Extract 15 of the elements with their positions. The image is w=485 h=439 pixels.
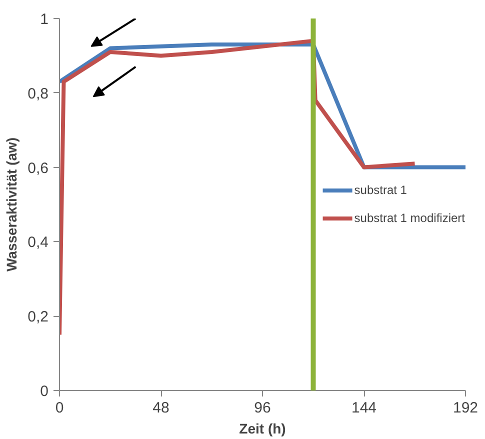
x-tick-label: 192: [452, 400, 478, 416]
legend-label: substrat 1: [354, 183, 407, 197]
x-tick-label: 144: [351, 400, 377, 416]
y-tick-label: 0: [40, 383, 48, 400]
y-tick-label: 0,6: [28, 160, 49, 177]
x-tick-label: 48: [152, 400, 170, 416]
y-axis-title: Wasseraktivität (aw): [4, 137, 20, 272]
y-tick-label: 0,2: [28, 308, 49, 326]
y-tick-label: 0,4: [28, 234, 49, 252]
legend-label: substrat 1 modifiziert: [354, 211, 465, 225]
y-tick-label: 0,8: [28, 85, 49, 102]
x-tick-label: 96: [254, 400, 271, 416]
y-tick-label: 1: [40, 11, 48, 28]
x-axis-title: Zeit (h): [239, 420, 286, 436]
x-tick-label: 0: [55, 400, 64, 416]
